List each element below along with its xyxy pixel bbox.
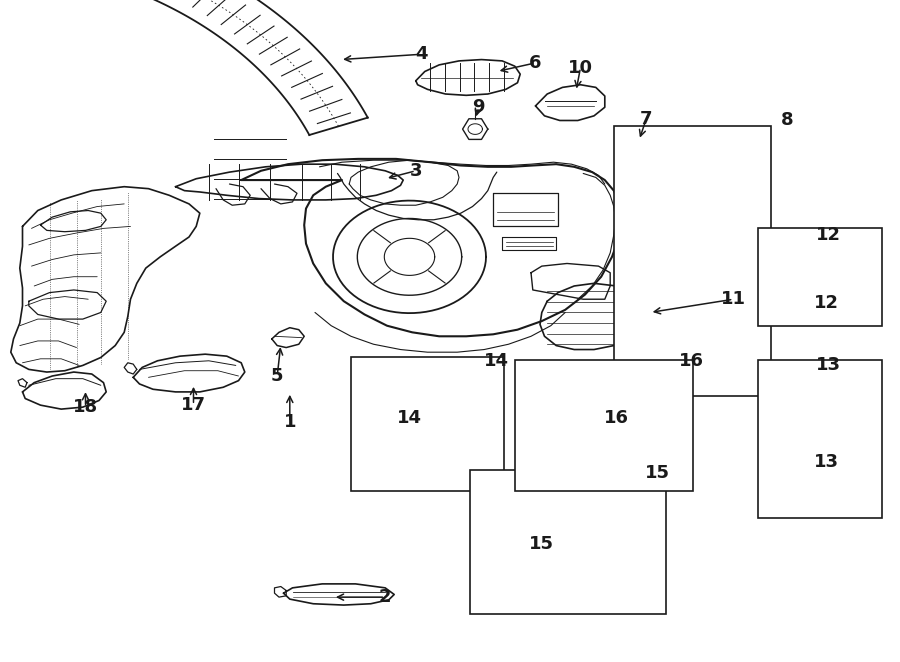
Text: 6: 6 (529, 54, 542, 72)
Bar (515, 360, 693, 491)
Text: 14: 14 (484, 352, 509, 370)
Text: 15: 15 (644, 464, 670, 483)
Text: 16: 16 (679, 352, 704, 370)
Text: 13: 13 (815, 356, 841, 375)
Text: 10: 10 (568, 58, 593, 77)
Bar (351, 357, 504, 491)
Bar (758, 228, 882, 326)
Bar (758, 360, 882, 518)
Text: 4: 4 (415, 45, 428, 64)
Text: 16: 16 (604, 409, 629, 428)
Text: 2: 2 (379, 588, 392, 606)
Text: 5: 5 (271, 367, 284, 385)
Text: 15: 15 (529, 535, 554, 553)
Text: 14: 14 (397, 409, 422, 428)
Text: 12: 12 (814, 294, 839, 312)
Bar (470, 470, 666, 614)
Bar (614, 126, 771, 396)
Text: 3: 3 (410, 162, 422, 180)
Text: 13: 13 (814, 453, 839, 471)
Text: 17: 17 (181, 396, 206, 414)
Text: 1: 1 (284, 413, 296, 432)
Text: 12: 12 (815, 226, 841, 244)
Text: 7: 7 (640, 110, 652, 128)
Text: 11: 11 (721, 290, 746, 308)
Text: 8: 8 (781, 111, 794, 130)
Text: 18: 18 (73, 398, 98, 416)
Text: 9: 9 (472, 98, 485, 117)
